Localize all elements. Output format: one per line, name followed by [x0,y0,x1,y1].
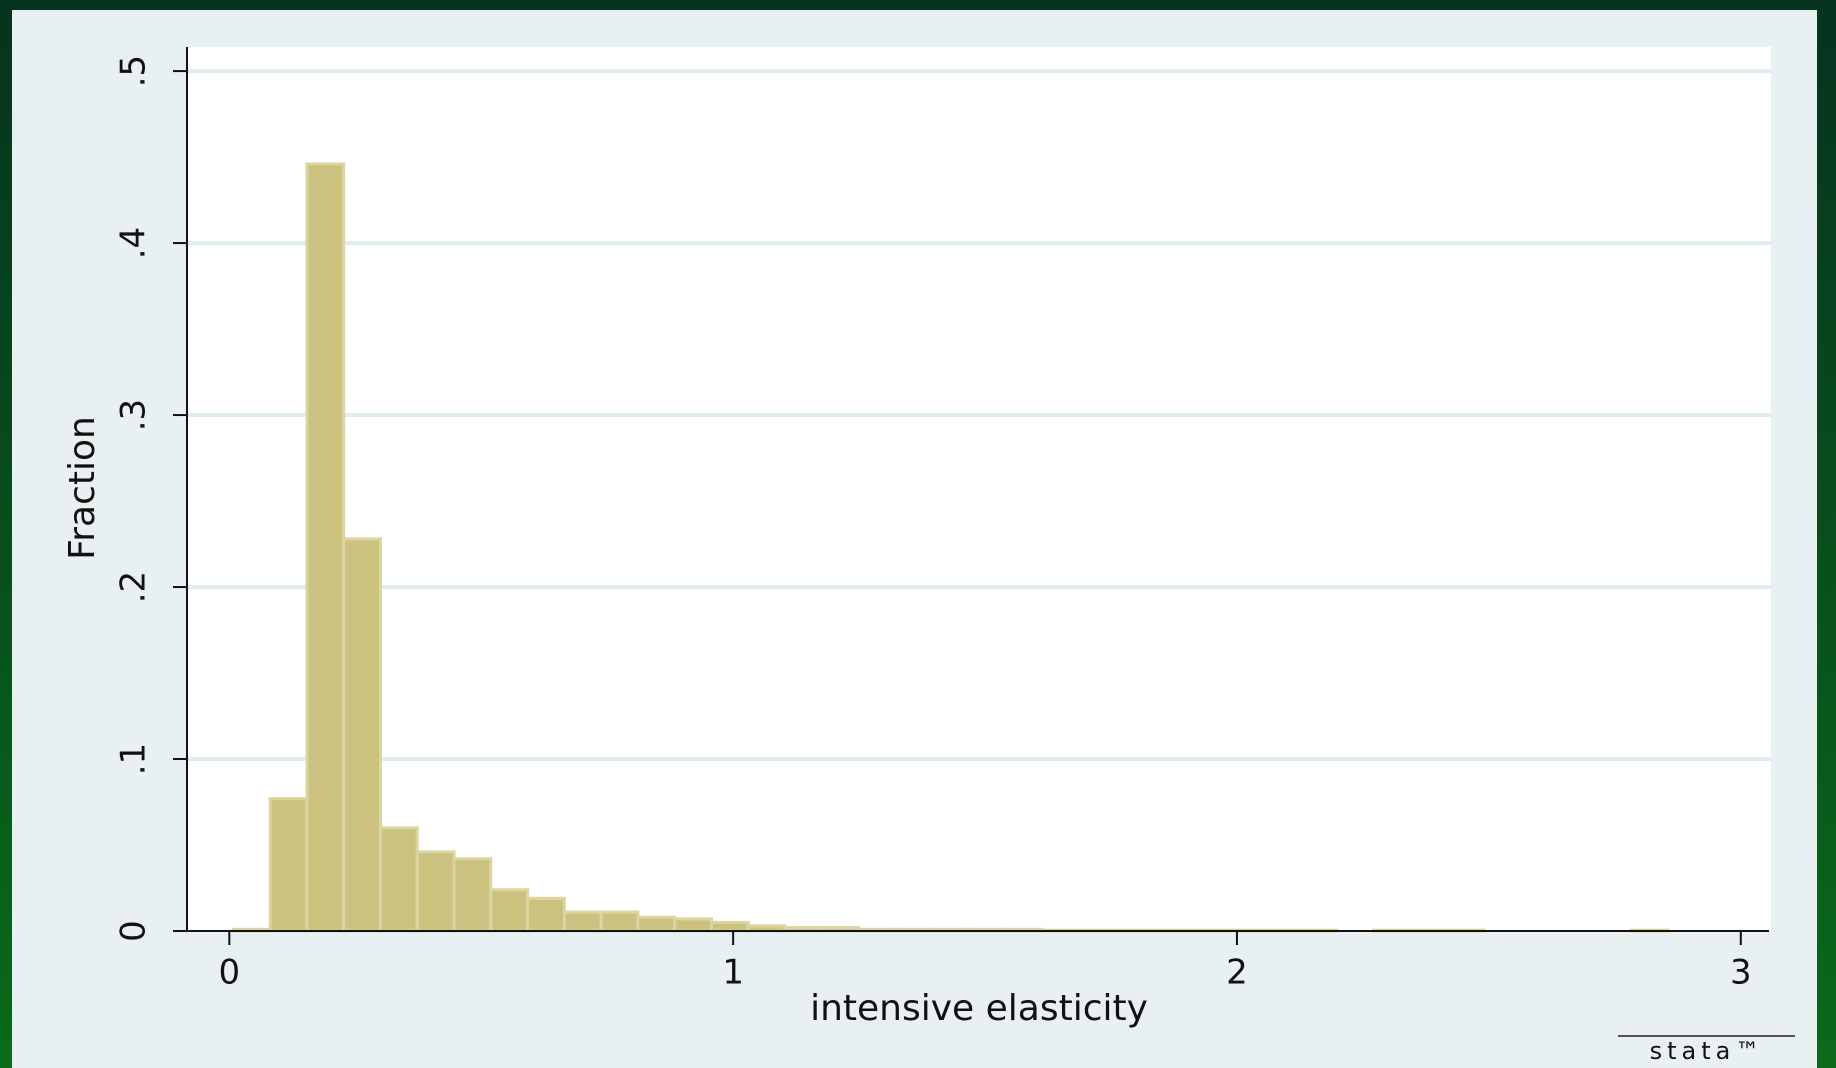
bar [415,850,456,933]
y-tick-label: .4 [114,227,154,259]
y-tick-label: 0 [114,920,154,942]
bar [342,537,382,933]
bar [378,826,419,933]
bars [231,162,1670,933]
y-tick-label: .2 [114,571,154,603]
y-axis-label: Fraction [62,416,103,560]
grid [187,69,1771,762]
x-tick-label: 3 [1730,953,1752,993]
bar [305,162,346,933]
watermark: stata™ [1650,1037,1765,1065]
bar [599,910,640,933]
axes: 0 .1 .2 .3 .4 .5 0 1 2 3 [114,47,1769,993]
plot-region [187,47,1771,931]
bar [489,888,530,933]
bar [526,896,566,933]
bar [709,920,750,933]
x-tick-label: 1 [722,953,744,993]
y-tick-label: .1 [114,743,154,775]
bar [636,915,677,933]
bar [268,797,309,933]
x-tick-label: 0 [219,953,241,993]
y-tick-label: .5 [114,55,154,87]
bar [562,910,603,933]
bar [452,857,493,933]
x-tick-label: 2 [1226,953,1248,993]
y-tick-label: .3 [114,399,154,431]
x-axis-label: intensive elasticity [810,988,1148,1029]
bar [673,917,713,933]
